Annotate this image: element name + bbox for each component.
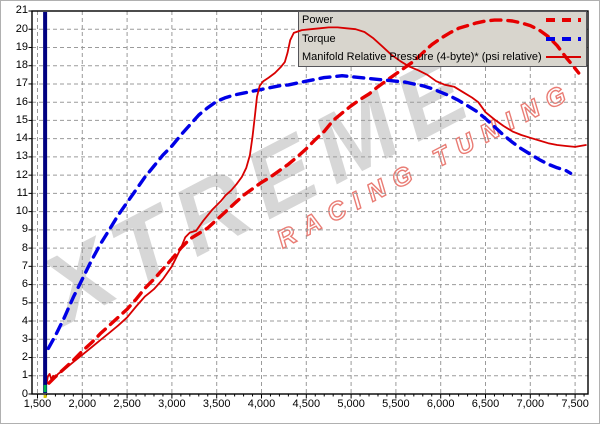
y-axis-label: 18	[15, 59, 28, 72]
legend-row-power[interactable]: Power	[298, 11, 587, 30]
power-line-sample-icon	[546, 18, 581, 23]
y-axis-label: 9	[21, 223, 28, 236]
y-axis-label: 11	[16, 186, 28, 199]
y-axis-label: 10	[15, 205, 28, 218]
x-axis-label: 2,500	[113, 398, 141, 410]
y-axis-label: 8	[21, 241, 28, 254]
x-axis-label: 2,000	[68, 398, 97, 410]
x-axis-label: 7,500	[561, 398, 589, 410]
y-axis-label: 3	[21, 332, 28, 345]
x-axis-label: 4,500	[292, 398, 321, 410]
legend-row-manifold-pressure[interactable]: Manifold Relative Pressure (4-byte)* (ps…	[298, 48, 587, 67]
manifold-pressure-line-sample-icon	[546, 56, 581, 59]
y-axis-label: 6	[21, 278, 28, 291]
cursor-highlight-marker	[43, 384, 47, 393]
y-axis-label: 1	[21, 369, 28, 382]
legend-background	[298, 11, 587, 67]
x-axis-label: 1,500	[23, 398, 52, 410]
legend-label-power: Power	[302, 14, 334, 27]
x-axis-label: 5,500	[382, 398, 410, 410]
y-axis-label: 12	[15, 168, 28, 181]
legend-row-torque[interactable]: Torque	[298, 30, 587, 49]
x-axis-label: 6,000	[426, 398, 455, 410]
x-axis-label: 4,000	[247, 398, 276, 410]
y-axis-label: 2	[21, 351, 28, 364]
y-axis-label: 4	[21, 314, 28, 327]
x-axis-label: 7,000	[516, 398, 545, 410]
y-axis-label: 21	[15, 4, 28, 17]
y-axis-label: 16	[15, 95, 28, 108]
cursor-axis-dot	[43, 395, 47, 398]
y-axis-label: 15	[15, 113, 28, 126]
x-axis-label: 6,500	[471, 398, 500, 410]
y-axis-label: 7	[21, 259, 28, 272]
y-axis-label: 20	[15, 22, 28, 35]
legend-label-torque: Torque	[302, 32, 336, 45]
y-axis-label: 14	[15, 132, 28, 145]
x-axis-label: 5,000	[337, 398, 365, 410]
torque-line-sample-icon	[546, 36, 581, 41]
legend-label-manifold-pressure: Manifold Relative Pressure (4-byte)* (ps…	[302, 51, 542, 64]
legend: Power Torque Manifold Relative Pressure …	[298, 11, 587, 67]
x-axis-label: 3,000	[158, 398, 186, 410]
x-axis-label: 3,500	[202, 398, 231, 410]
y-axis-label: 19	[15, 40, 28, 53]
series-line-torque	[46, 73, 573, 351]
y-axis-label: 13	[15, 150, 28, 163]
series-line-power	[47, 18, 581, 385]
y-axis-label: 17	[15, 77, 28, 90]
series-line-manifold-pressure	[45, 26, 587, 385]
y-axis-label: 0	[21, 387, 28, 400]
y-axis-label: 5	[21, 296, 28, 309]
